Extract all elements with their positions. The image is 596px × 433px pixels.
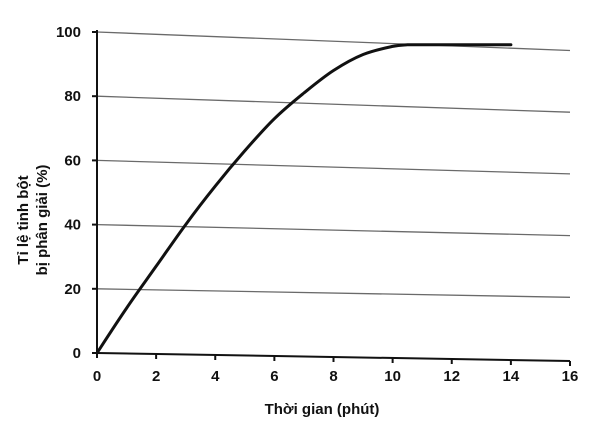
- y-tick-label-20: 20: [64, 281, 81, 298]
- x-tick-label-4: 4: [211, 368, 220, 385]
- x-axis-title: Thời gian (phút): [265, 401, 380, 418]
- y-axis-title-line-2: bị phân giải (%): [34, 165, 51, 276]
- gridline-y-100: [96, 31, 571, 52]
- x-tick-label-8: 8: [329, 368, 337, 385]
- axes: [92, 30, 571, 366]
- gridlines: [96, 31, 571, 298]
- x-tick-label-12: 12: [443, 368, 460, 385]
- y-tick-label-100: 100: [56, 24, 81, 41]
- y-tick-label-80: 80: [64, 88, 81, 105]
- y-axis-title-line-1: Tỉ lệ tinh bột: [15, 175, 32, 264]
- x-tick-label-6: 6: [270, 368, 278, 385]
- y-tick-label-60: 60: [64, 152, 81, 169]
- y-tick-label-40: 40: [64, 217, 81, 234]
- x-tick-label-14: 14: [503, 368, 520, 385]
- gridline-y-20: [96, 288, 571, 298]
- gridline-y-40: [96, 223, 571, 237]
- gridline-y-60: [96, 159, 571, 175]
- series-line-0: [95, 43, 513, 355]
- y-axis-title: Tỉ lệ tinh bột bị phân giải (%): [15, 165, 51, 276]
- gridline-y-80: [96, 95, 571, 113]
- series: [95, 43, 513, 355]
- x-tick-label-2: 2: [152, 368, 160, 385]
- x-tick-label-16: 16: [562, 368, 579, 385]
- y-tick-label-0: 0: [73, 345, 81, 362]
- x-tick-label-0: 0: [93, 368, 101, 385]
- x-tick-label-10: 10: [384, 368, 401, 385]
- tick-labels: 0 20 40 60 80 100 0 2 4 6 8 10 12 14 16: [56, 24, 578, 385]
